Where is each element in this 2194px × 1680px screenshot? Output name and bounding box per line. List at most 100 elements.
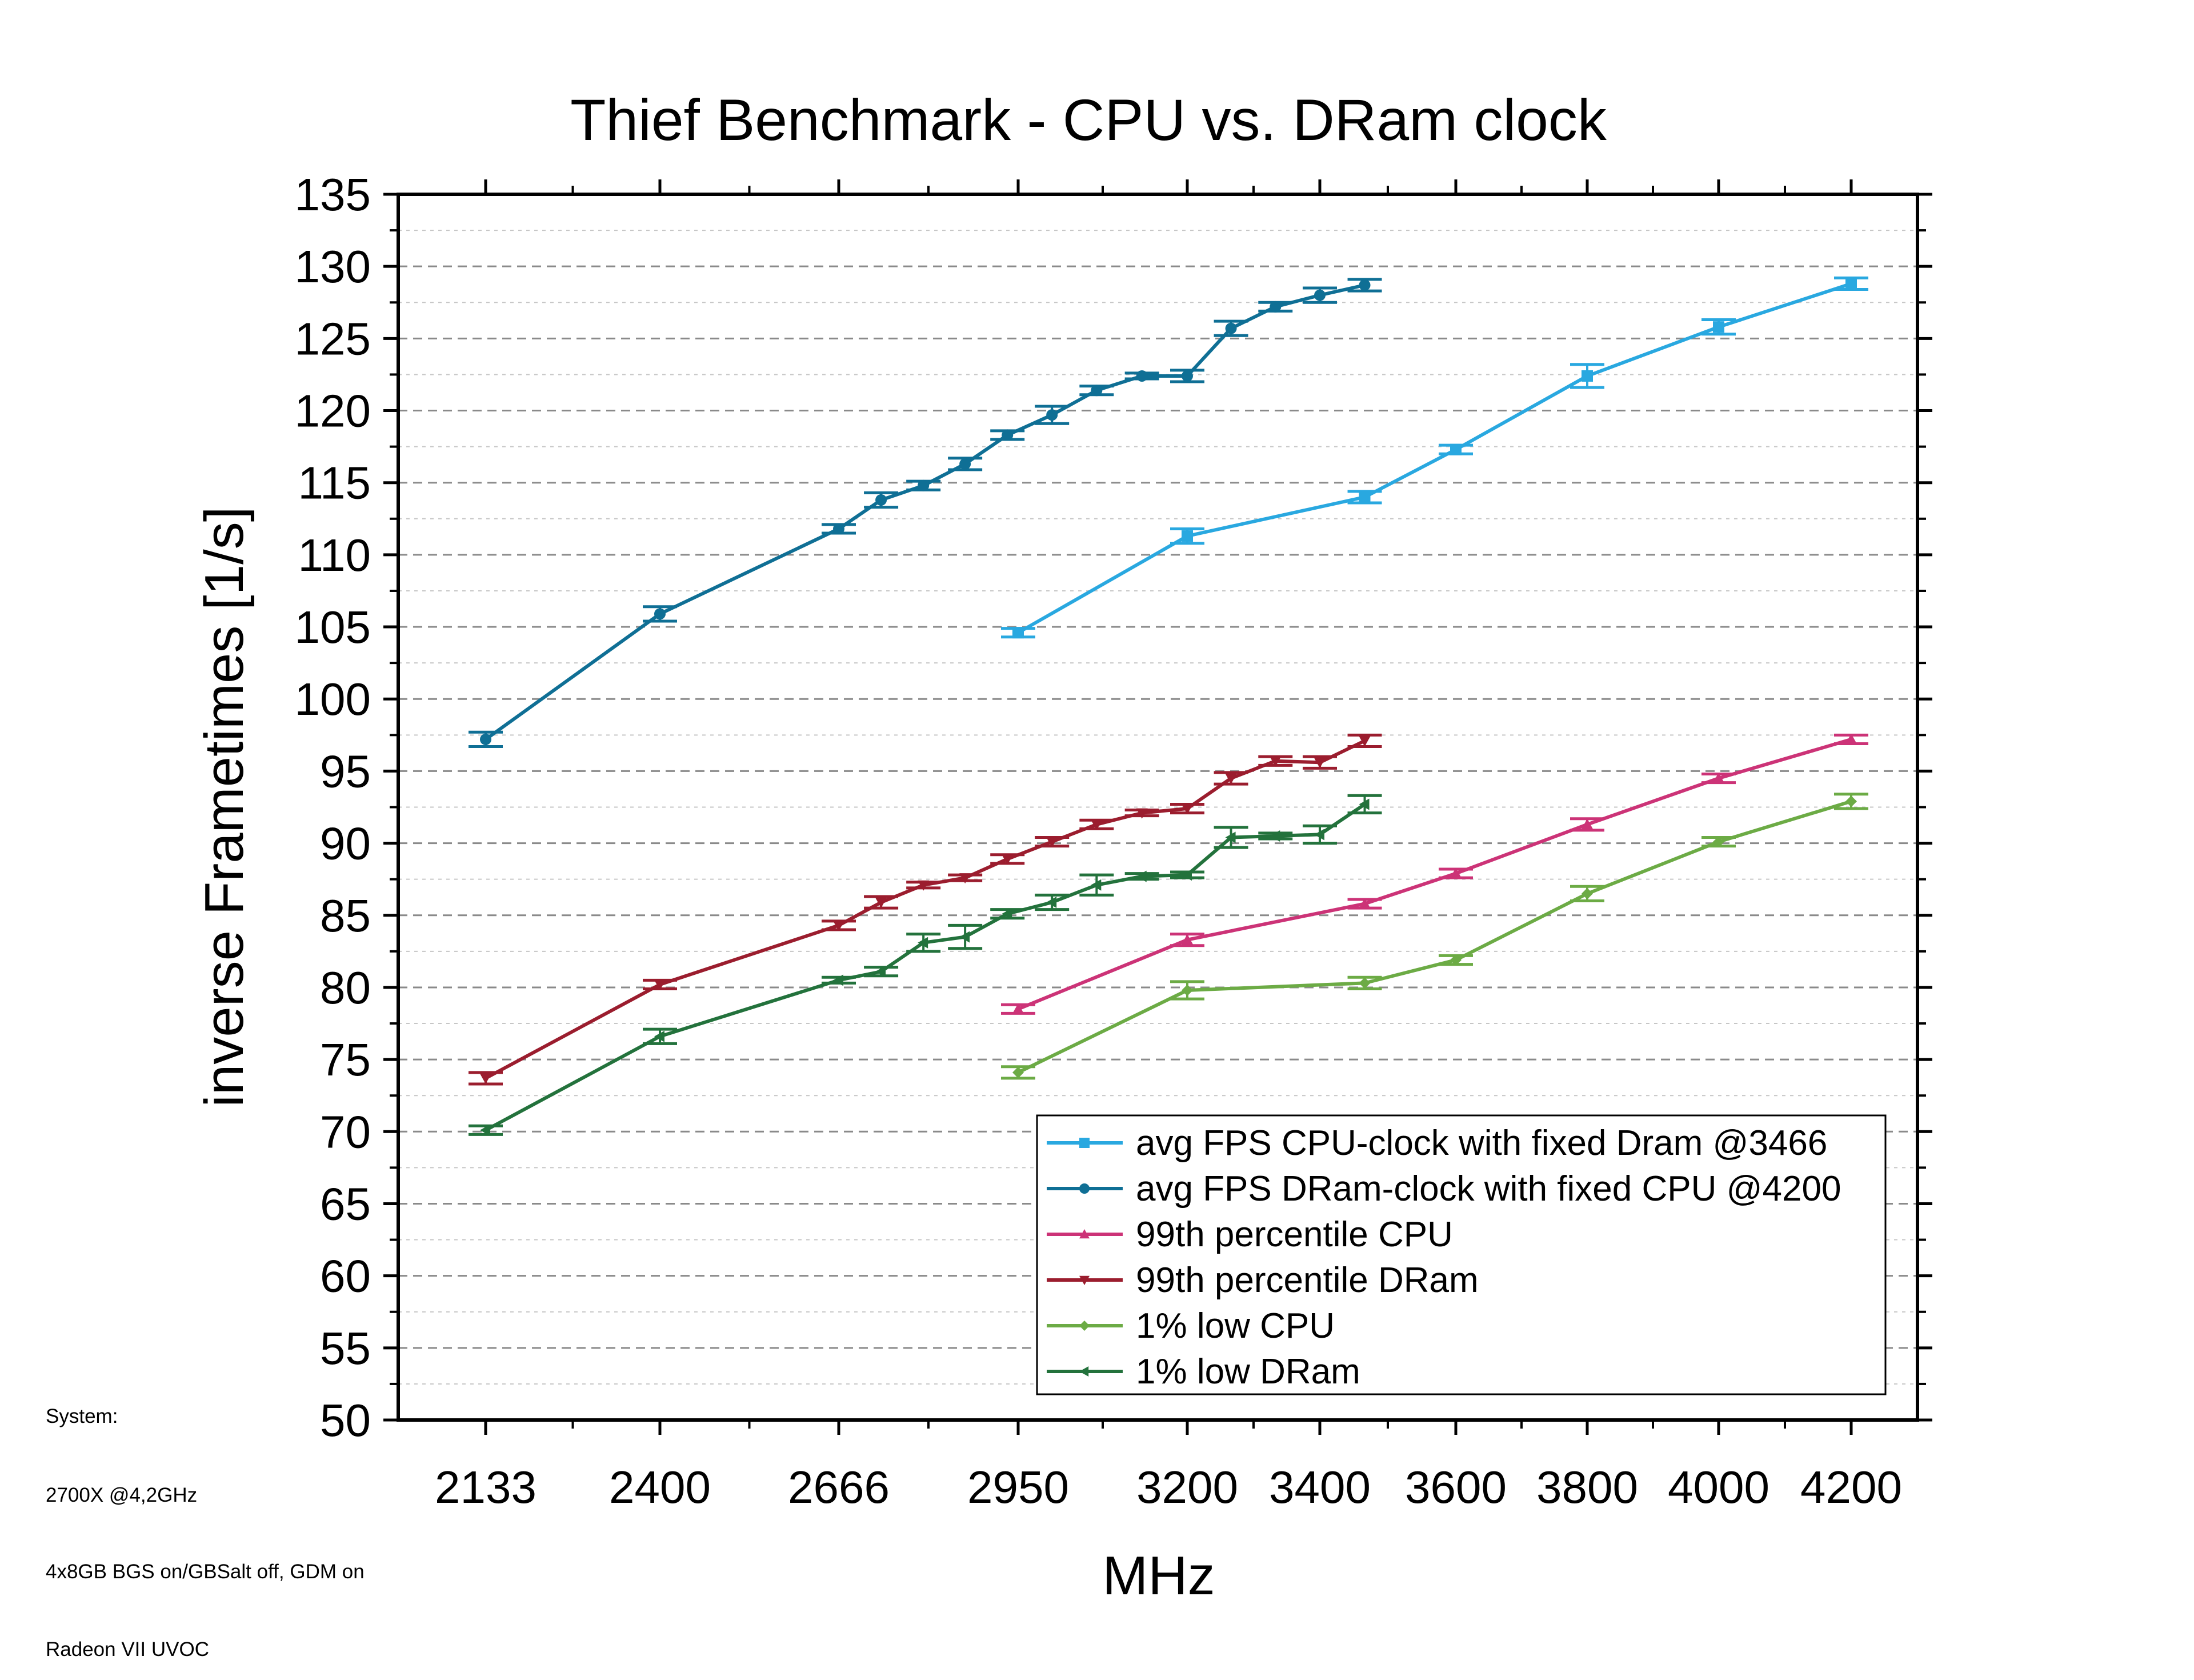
data-point <box>1314 829 1324 841</box>
data-point <box>1270 830 1280 842</box>
legend-swatch-marker <box>1079 1321 1090 1331</box>
y-axis-ticks: 50 55 60 65 70 75 80 85 90 95 100 105 110 115 120 125 13… <box>295 169 1932 1446</box>
x-axis-label: MHz <box>1102 1545 1215 1606</box>
data-point <box>1002 908 1012 920</box>
data-point <box>1002 854 1014 865</box>
note-system: System: <box>46 1405 118 1427</box>
data-point <box>1845 278 1857 290</box>
x-tick-label: 4200 <box>1800 1462 1902 1513</box>
y-tick-label: 135 <box>295 169 371 220</box>
data-point <box>1450 867 1462 878</box>
data-point <box>654 608 666 620</box>
data-point <box>1002 429 1014 441</box>
y-tick-label: 95 <box>320 746 371 797</box>
data-point <box>654 979 666 990</box>
series-1 <box>469 278 1382 749</box>
series-0 <box>1001 276 1868 639</box>
data-point <box>833 523 844 535</box>
data-point <box>1314 758 1326 769</box>
note-cpu: 2700X @4,2GHz <box>46 1484 197 1506</box>
y-tick-label: 100 <box>295 674 371 725</box>
data-point <box>918 880 930 891</box>
x-tick-label: 3600 <box>1405 1462 1507 1513</box>
data-point <box>1359 977 1371 989</box>
data-point <box>1182 869 1192 881</box>
legend-label: avg FPS CPU-clock with fixed Dram @3466 <box>1136 1123 1827 1163</box>
data-point <box>1091 385 1103 397</box>
legend-entry: 1% low DRam <box>1047 1352 1360 1391</box>
data-point <box>1713 836 1724 848</box>
data-point <box>918 479 930 491</box>
series-line <box>1017 282 1852 634</box>
data-point <box>1359 898 1371 909</box>
data-point <box>1845 733 1857 744</box>
data-point <box>1136 370 1148 382</box>
x-tick-label: 2950 <box>967 1462 1069 1513</box>
y-tick-label: 60 <box>320 1251 371 1302</box>
data-point <box>1182 530 1193 542</box>
legend-swatch-marker <box>1079 1138 1090 1148</box>
legend-label: 1% low CPU <box>1136 1306 1335 1346</box>
y-tick-label: 65 <box>320 1178 371 1229</box>
data-point <box>1713 321 1724 333</box>
data-point <box>1582 818 1593 829</box>
data-point <box>1182 370 1193 382</box>
y-tick-label: 120 <box>295 386 371 437</box>
legend-swatch-marker <box>1079 1229 1090 1239</box>
data-point <box>1091 879 1102 891</box>
data-point <box>1012 1003 1024 1014</box>
note-gpu: Radeon VII UVOC <box>46 1638 209 1661</box>
series-line <box>485 739 1366 1080</box>
y-tick-label: 125 <box>295 313 371 364</box>
y-tick-label: 130 <box>295 241 371 292</box>
data-point <box>1225 774 1237 785</box>
data-point <box>1012 1066 1024 1078</box>
legend: avg FPS CPU-clock with fixed Dram @3466 a… <box>1036 1114 1887 1395</box>
series-4 <box>1001 793 1868 1080</box>
data-point <box>959 873 971 884</box>
x-axis-ticks: 2133 2400 2666 2950 3200 3400 3600 3800 4000 4200 <box>435 179 1902 1513</box>
data-point <box>833 921 844 931</box>
legend-swatch-marker <box>1079 1275 1090 1285</box>
x-tick-label: 3200 <box>1136 1462 1238 1513</box>
system-notes: System: 2700X @4,2GHz 4x8GB BGS on/GBSal… <box>46 1405 365 1661</box>
data-point <box>959 931 970 943</box>
series-5 <box>469 794 1382 1136</box>
legend-entry: 1% low CPU <box>1047 1306 1335 1346</box>
legend-entry: avg FPS CPU-clock with fixed Dram @3466 <box>1047 1123 1827 1163</box>
y-tick-label: 80 <box>320 962 371 1013</box>
data-point <box>1270 756 1282 767</box>
data-point <box>1046 837 1058 848</box>
data-point <box>1046 409 1058 421</box>
data-point <box>1046 897 1057 909</box>
data-point <box>1136 870 1147 882</box>
data-point <box>1270 301 1282 313</box>
data-point <box>1582 887 1593 899</box>
x-tick-label: 2133 <box>435 1462 537 1513</box>
data-point <box>1359 798 1370 810</box>
legend-label: avg FPS DRam-clock with fixed CPU @4200 <box>1136 1169 1841 1209</box>
y-tick-label: 70 <box>320 1106 371 1157</box>
data-point <box>1136 808 1148 819</box>
data-point <box>1182 804 1193 815</box>
y-tick-label: 115 <box>298 458 371 509</box>
legend-entry: 99th percentile DRam <box>1047 1261 1479 1300</box>
note-memory: 4x8GB BGS on/GBSalt off, GDM on <box>46 1561 365 1583</box>
y-tick-label: 50 <box>320 1395 371 1446</box>
data-point <box>654 1030 664 1042</box>
data-point <box>480 733 491 745</box>
legend-label: 99th percentile CPU <box>1136 1215 1453 1254</box>
series-2 <box>1001 733 1868 1015</box>
legend-box <box>1036 1114 1887 1395</box>
data-point <box>959 458 971 470</box>
series-line <box>485 283 1366 741</box>
data-point <box>1450 954 1462 966</box>
data-point <box>1182 984 1193 996</box>
data-point <box>1314 289 1326 301</box>
data-point <box>1450 443 1462 455</box>
data-point <box>1182 934 1193 945</box>
data-point <box>480 1073 491 1084</box>
data-point <box>1359 736 1371 747</box>
y-tick-label: 90 <box>320 818 371 869</box>
